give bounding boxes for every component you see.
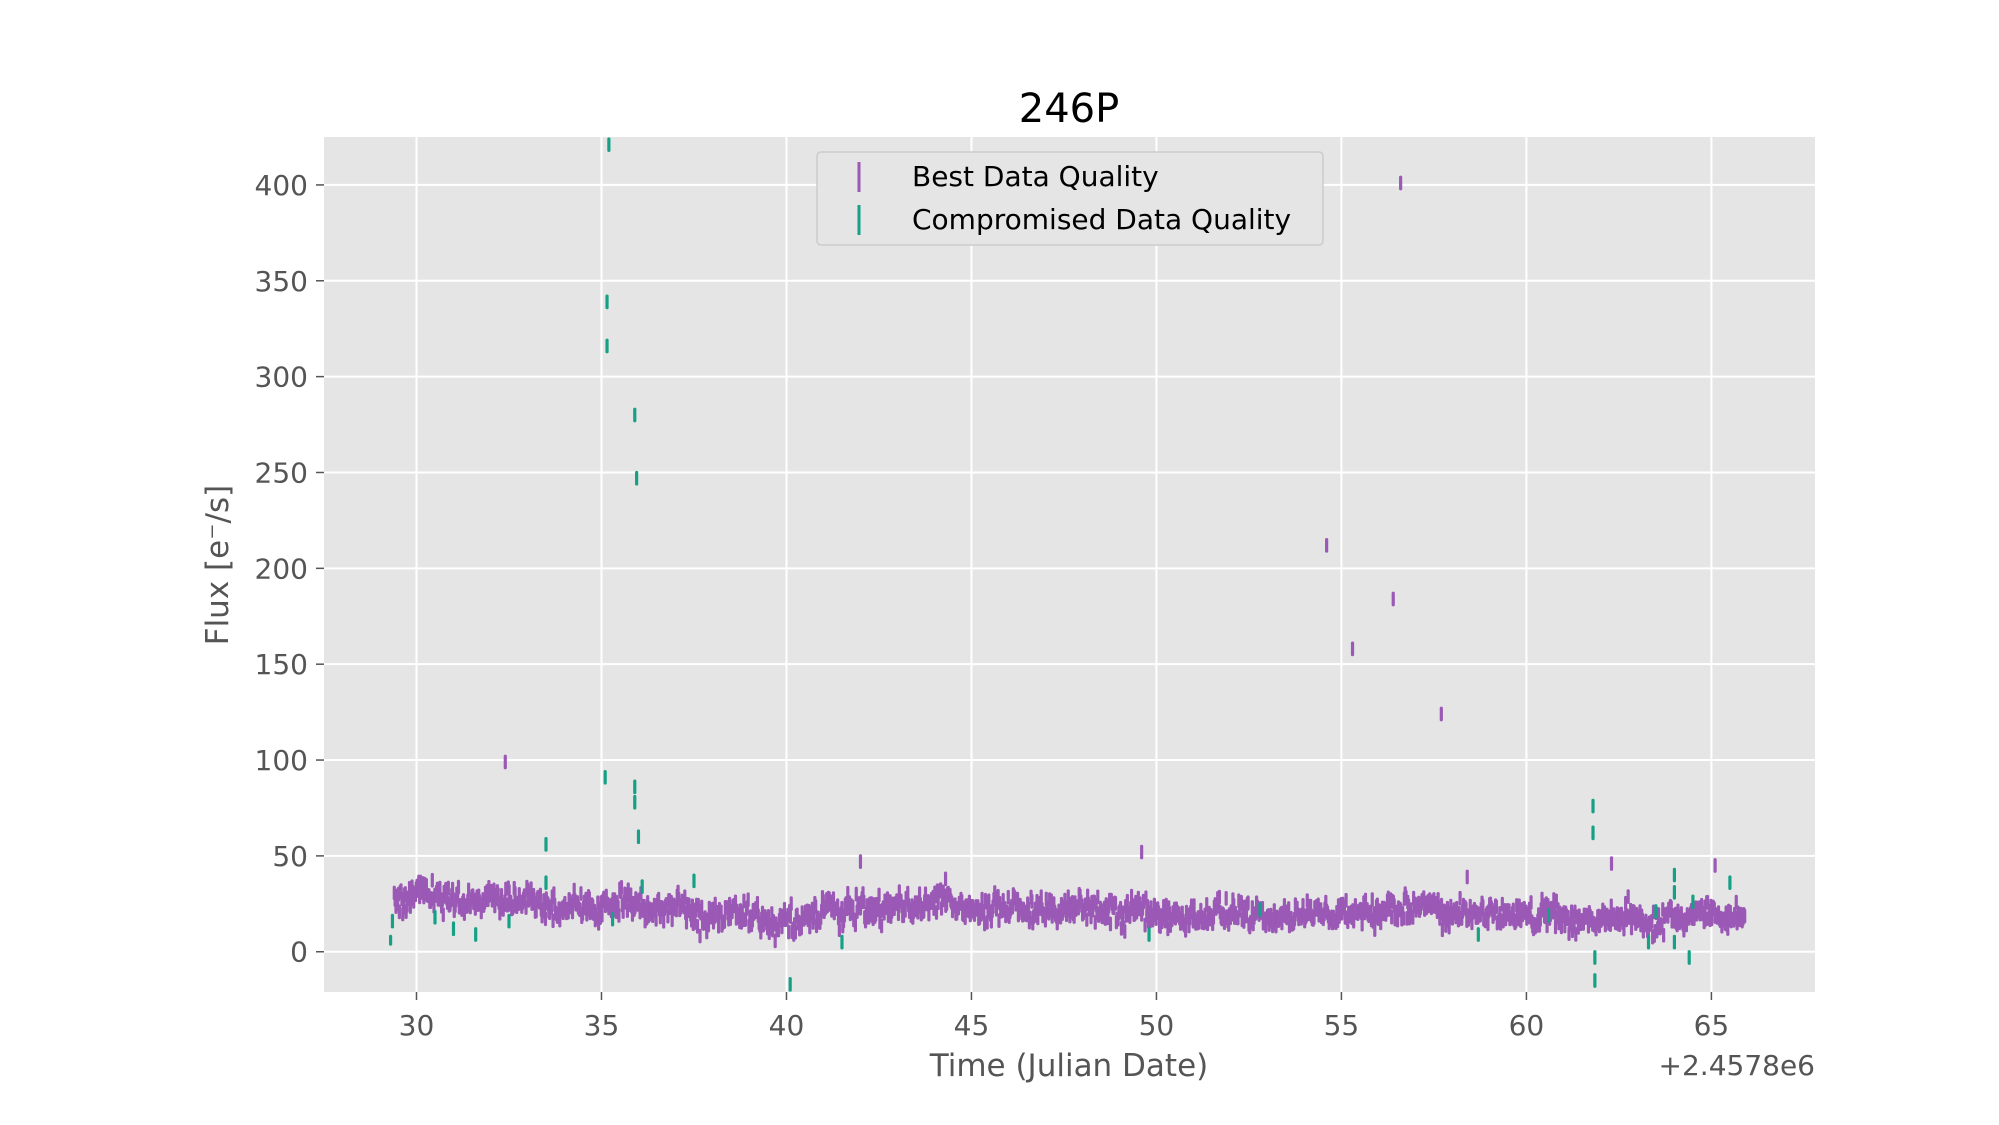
legend: Best Data Quality Compromised Data Quali…: [816, 151, 1324, 246]
x-tick-label: 30: [399, 1009, 435, 1042]
y-tick-label: 50: [272, 840, 308, 873]
x-tick-label: 50: [1139, 1009, 1175, 1042]
y-tick-label: 400: [255, 169, 308, 202]
y-tick-label: 200: [255, 552, 308, 585]
y-tick-label: 250: [255, 456, 308, 489]
plot-background: [324, 137, 1815, 992]
legend-box: [816, 151, 1324, 246]
x-tick-label: 65: [1694, 1009, 1730, 1042]
y-tick-label: 150: [255, 648, 308, 681]
x-tick-label: 35: [584, 1009, 620, 1042]
y-axis-label: Flux [e⁻/s]: [200, 485, 236, 646]
y-tick-label: 0: [290, 936, 308, 969]
x-axis-label: Time (Julian Date): [929, 1048, 1209, 1084]
y-tick-label: 350: [255, 265, 308, 298]
y-tick-label: 100: [255, 744, 308, 777]
y-ticks: 0 50 100 150 200 250 300 350 400: [255, 169, 324, 969]
legend-label-compromised: Compromised Data Quality: [912, 203, 1291, 236]
x-ticks: 30 35 40 45 50 55 60 65: [399, 992, 1730, 1042]
x-tick-label: 60: [1509, 1009, 1545, 1042]
best-quality-baseline: [392, 872, 1747, 949]
y-tick-label: 300: [255, 361, 308, 394]
x-tick-label: 45: [954, 1009, 990, 1042]
x-tick-label: 55: [1324, 1009, 1360, 1042]
data-marks: [388, 137, 1747, 992]
compromised-quality-points: [388, 137, 1732, 992]
best-quality-outliers: [503, 175, 1717, 887]
x-offset-label: +2.4578e6: [1659, 1049, 1815, 1082]
legend-label-best: Best Data Quality: [912, 160, 1159, 193]
chart-title: 246P: [1019, 86, 1119, 132]
x-tick-label: 40: [769, 1009, 805, 1042]
